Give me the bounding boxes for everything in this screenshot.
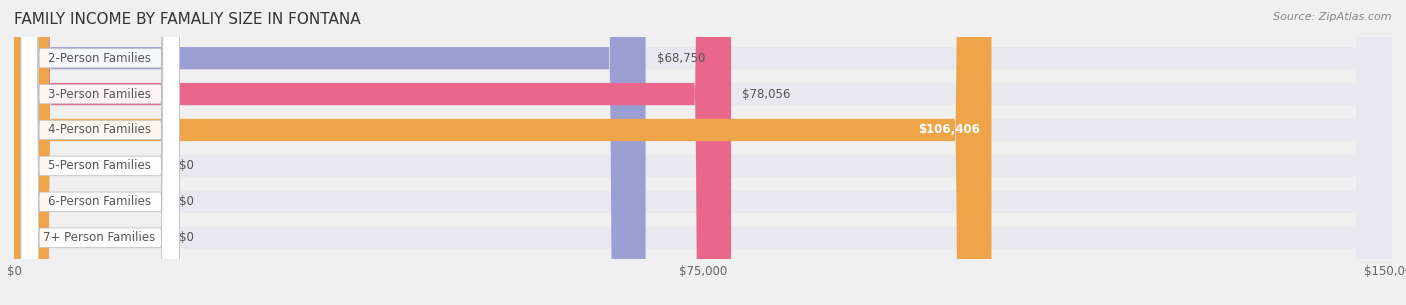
FancyBboxPatch shape xyxy=(21,0,180,305)
FancyBboxPatch shape xyxy=(21,0,180,305)
Text: FAMILY INCOME BY FAMALIY SIZE IN FONTANA: FAMILY INCOME BY FAMALIY SIZE IN FONTANA xyxy=(14,12,361,27)
Text: $0: $0 xyxy=(180,160,194,172)
FancyBboxPatch shape xyxy=(14,0,1392,305)
FancyBboxPatch shape xyxy=(14,0,1392,305)
FancyBboxPatch shape xyxy=(14,0,1392,305)
Text: $68,750: $68,750 xyxy=(657,52,704,65)
Text: 2-Person Families: 2-Person Families xyxy=(48,52,150,65)
Text: 7+ Person Families: 7+ Person Families xyxy=(44,231,156,244)
Text: $106,406: $106,406 xyxy=(918,124,980,136)
Text: 6-Person Families: 6-Person Families xyxy=(48,195,150,208)
FancyBboxPatch shape xyxy=(21,0,180,305)
FancyBboxPatch shape xyxy=(14,0,1392,305)
Text: 3-Person Families: 3-Person Families xyxy=(48,88,150,101)
FancyBboxPatch shape xyxy=(21,0,180,305)
FancyBboxPatch shape xyxy=(14,0,1392,305)
Text: $78,056: $78,056 xyxy=(742,88,790,101)
Text: $0: $0 xyxy=(180,231,194,244)
FancyBboxPatch shape xyxy=(14,0,645,305)
FancyBboxPatch shape xyxy=(21,0,180,305)
Text: $0: $0 xyxy=(180,195,194,208)
Text: 4-Person Families: 4-Person Families xyxy=(48,124,150,136)
FancyBboxPatch shape xyxy=(14,0,991,305)
Text: 5-Person Families: 5-Person Families xyxy=(48,160,150,172)
FancyBboxPatch shape xyxy=(14,0,731,305)
FancyBboxPatch shape xyxy=(14,0,1392,305)
Text: Source: ZipAtlas.com: Source: ZipAtlas.com xyxy=(1274,12,1392,22)
FancyBboxPatch shape xyxy=(21,0,180,305)
